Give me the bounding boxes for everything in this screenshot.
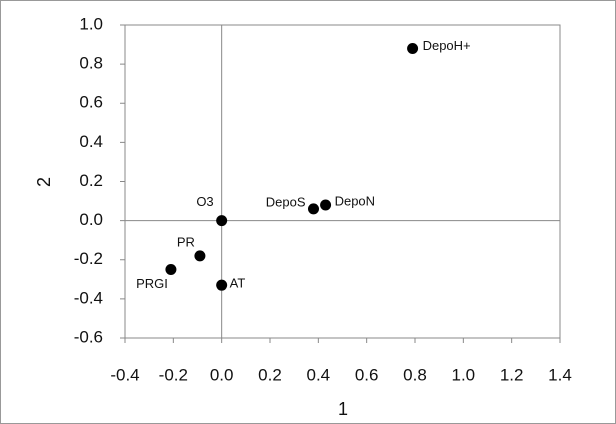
point xyxy=(165,264,177,276)
y-tick-label: 0.8 xyxy=(79,54,103,73)
x-tick-label: 1.0 xyxy=(452,365,476,384)
point-label: PR xyxy=(177,234,195,249)
y-tick-label: -0.2 xyxy=(74,249,103,268)
x-tick-label: 0.6 xyxy=(355,365,379,384)
y-tick-label: 0.4 xyxy=(79,132,103,151)
point-label: AT xyxy=(230,276,246,291)
point-label: DepoN xyxy=(335,193,375,208)
point-label: PRGI xyxy=(136,276,168,291)
point xyxy=(320,199,332,211)
x-tick-label: 1.2 xyxy=(500,365,524,384)
point xyxy=(308,203,319,215)
y-axis-title: 2 xyxy=(34,177,54,187)
y-tick-label: -0.4 xyxy=(74,288,103,307)
x-tick-label: 0.4 xyxy=(307,365,331,384)
point-label: O3 xyxy=(196,194,213,209)
y-tick-label: -0.6 xyxy=(74,327,103,346)
point-label: DepoS xyxy=(266,194,306,209)
point xyxy=(216,215,228,227)
x-tick-label: 0.8 xyxy=(403,365,427,384)
x-axis-title: 1 xyxy=(338,399,348,419)
y-tick-label: 0.6 xyxy=(79,93,103,112)
x-tick-label: -0.4 xyxy=(110,365,139,384)
x-tick-label: 0.0 xyxy=(210,365,234,384)
point-label: DepoH+ xyxy=(423,38,471,53)
x-tick-label: -0.2 xyxy=(159,365,188,384)
y-tick-label: 0.0 xyxy=(79,210,103,229)
y-tick-label: 0.2 xyxy=(79,171,103,190)
x-tick-label: 0.2 xyxy=(258,365,282,384)
point xyxy=(407,42,419,54)
point xyxy=(216,279,228,291)
y-tick-label: 1.0 xyxy=(79,14,103,33)
point xyxy=(194,250,206,262)
x-tick-label: 1.4 xyxy=(548,365,572,384)
